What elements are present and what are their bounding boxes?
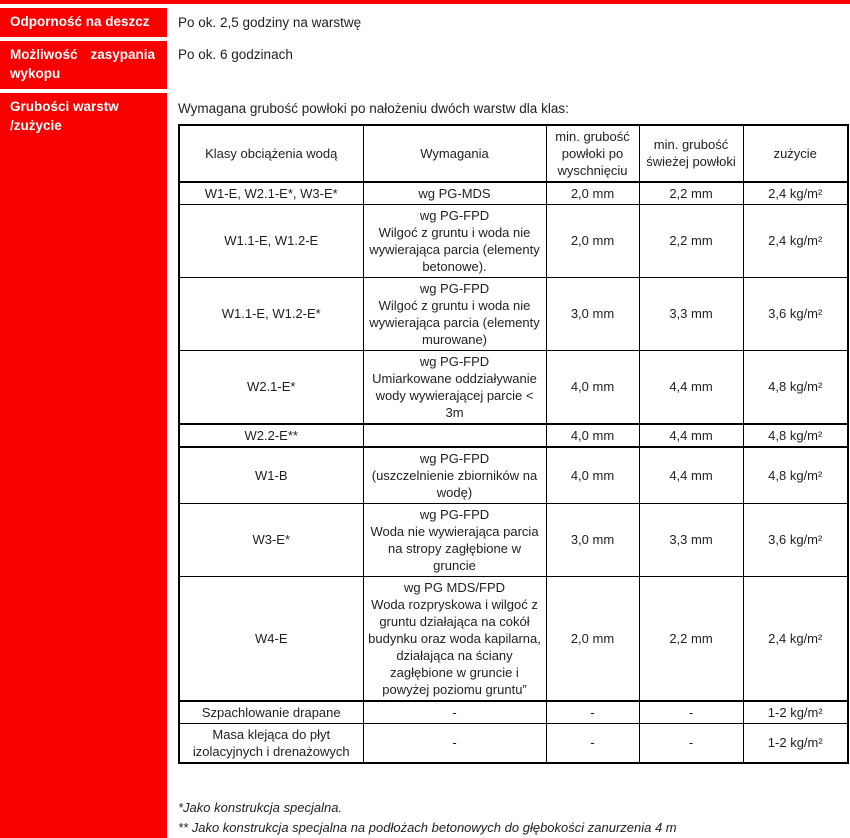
cell-klasa: W2.2-E**	[178, 422, 364, 448]
table-row: W1.1-E, W1.2-E* wg PG-FPD Wilgoć z gruntu…	[178, 276, 849, 351]
table-row: W1-B wg PG-FPD (uszczelnienie zbiorników …	[178, 446, 849, 504]
cell-klasa: Masa klejąca do płyt izolacyjnych i dren…	[178, 722, 364, 764]
cell-dry: 2,0 mm	[545, 181, 640, 205]
cell-zuzycie: 3,6 kg/m²	[742, 276, 849, 351]
cell-fresh: 2,2 mm	[638, 181, 744, 205]
spec-table-body: W1-E, W2.1-E*, W3-E* wg PG-MDS 2,0 mm 2,2 m…	[178, 181, 849, 764]
cell-wymagania: -	[362, 722, 547, 764]
cell-wymagania: wg PG-FPD Wilgoć z gruntu i woda nie wyw…	[362, 276, 547, 351]
top-red-strip	[0, 0, 850, 4]
cell-wymagania: wg PG-FPD Umiarkowane oddziaływanie wody…	[362, 349, 547, 425]
cell-klasa: W1-E, W2.1-E*, W3-E*	[178, 181, 364, 205]
spec-row-label: Grubości warstw /zużycie	[0, 92, 167, 838]
cell-fresh: 3,3 mm	[638, 502, 744, 577]
cell-klasa: W4-E	[178, 575, 364, 702]
cell-dry: 2,0 mm	[545, 203, 640, 278]
cell-zuzycie: 2,4 kg/m²	[742, 181, 849, 205]
table-row: Masa klejąca do płyt izolacyjnych i dren…	[178, 722, 849, 764]
col-header-consumption: zużycie	[742, 124, 849, 183]
cell-fresh: 3,3 mm	[638, 276, 744, 351]
cell-klasa: W2.1-E*	[178, 349, 364, 425]
cell-zuzycie: 4,8 kg/m²	[742, 422, 849, 448]
footnote-2: ** Jako konstrukcja specjalna na podłoża…	[178, 819, 677, 835]
cell-klasa: W3-E*	[178, 502, 364, 577]
cell-zuzycie: 2,4 kg/m²	[742, 203, 849, 278]
cell-fresh: 2,2 mm	[638, 203, 744, 278]
spec-row-layer-thickness: Grubości warstw /zużycie Wymagana gruboś…	[0, 92, 850, 838]
table-row: Szpachlowanie drapane - - -1-2 kg/m²	[178, 699, 849, 724]
cell-zuzycie: 1-2 kg/m²	[742, 722, 849, 764]
cell-dry: -	[545, 722, 640, 764]
cell-zuzycie: 4,8 kg/m²	[742, 349, 849, 425]
table-header: Klasy obciążenia wodą Wymagania min. gru…	[178, 124, 849, 183]
footnotes: *Jako konstrukcja specjalna. ** Jako kon…	[178, 798, 850, 838]
cell-zuzycie: 1-2 kg/m²	[742, 699, 849, 724]
cell-fresh: 4,4 mm	[638, 422, 744, 448]
table-row: W4-E wg PG MDS/FPD Woda rozpryskowa i wil…	[178, 575, 849, 702]
cell-dry: 2,0 mm	[545, 575, 640, 702]
table-row: W3-E* wg PG-FPD Woda nie wywierająca parc…	[178, 502, 849, 577]
cell-fresh: 4,4 mm	[638, 446, 744, 504]
spec-row-value: Po ok. 6 godzinach	[178, 47, 293, 62]
table-header-row: Klasy obciążenia wodą Wymagania min. gru…	[178, 124, 849, 183]
cell-wymagania: wg PG-FPD Wilgoć z gruntu i woda nie wyw…	[362, 203, 547, 278]
table-row: W2.2-E** 4,0 mm 4,4 mm 4,8 kg/m²	[178, 422, 849, 448]
cell-wymagania: wg PG-FPD Woda nie wywierająca parcia na…	[362, 502, 547, 577]
spec-row-label: Możliwość zasypania wykopu	[0, 41, 167, 89]
cell-wymagania: wg PG-MDS	[362, 181, 547, 205]
cell-dry: 4,0 mm	[545, 446, 640, 504]
cell-zuzycie: 4,8 kg/m²	[742, 446, 849, 504]
cell-zuzycie: 2,4 kg/m²	[742, 575, 849, 702]
cell-klasa: W1.1-E, W1.2-E	[178, 203, 364, 278]
cell-fresh: 2,2 mm	[638, 575, 744, 702]
cell-fresh: -	[638, 699, 744, 724]
cell-dry: -	[545, 699, 640, 724]
table-intro-text: Wymagana grubość powłoki po nałożeniu dw…	[178, 100, 569, 116]
cell-zuzycie: 3,6 kg/m²	[742, 502, 849, 577]
cell-dry: 4,0 mm	[545, 349, 640, 425]
spec-row-rain-resistance: Odporność na deszcz Po ok. 2,5 godziny n…	[0, 8, 850, 37]
cell-dry: 4,0 mm	[545, 422, 640, 448]
cell-dry: 3,0 mm	[545, 276, 640, 351]
col-header-fresh-thickness: min. grubość świeżej powłoki	[638, 124, 744, 183]
cell-fresh: -	[638, 722, 744, 764]
cell-klasa: W1-B	[178, 446, 364, 504]
col-header-water-load-class: Klasy obciążenia wodą	[178, 124, 364, 183]
table-row: W2.1-E* wg PG-FPD Umiarkowane oddziaływan…	[178, 349, 849, 425]
col-header-dry-thickness: min. grubość powłoki po wyschnięciu	[545, 124, 640, 183]
cell-wymagania: wg PG MDS/FPD Woda rozpryskowa i wilgoć …	[362, 575, 547, 702]
table-row: W1-E, W2.1-E*, W3-E* wg PG-MDS 2,0 mm 2,2 m…	[178, 181, 849, 205]
cell-klasa: W1.1-E, W1.2-E*	[178, 276, 364, 351]
spec-row-label: Odporność na deszcz	[0, 8, 167, 37]
spec-row-backfill: Możliwość zasypania wykopu Po ok. 6 godz…	[0, 41, 850, 89]
layer-thickness-content: Wymagana grubość powłoki po nałożeniu dw…	[167, 93, 850, 838]
col-header-requirements: Wymagania	[362, 124, 547, 183]
cell-wymagania: wg PG-FPD (uszczelnienie zbiorników na w…	[362, 446, 547, 504]
spec-row-value: Po ok. 2,5 godziny na warstwę	[178, 15, 362, 30]
cell-wymagania: -	[362, 699, 547, 724]
cell-klasa: Szpachlowanie drapane	[178, 699, 364, 724]
cell-dry: 3,0 mm	[545, 502, 640, 577]
cell-fresh: 4,4 mm	[638, 349, 744, 425]
coating-spec-table: Klasy obciążenia wodą Wymagania min. gru…	[178, 123, 849, 764]
cell-wymagania	[362, 422, 547, 448]
table-row: W1.1-E, W1.2-E wg PG-FPD Wilgoć z gruntu …	[178, 203, 849, 278]
footnote-1: *Jako konstrukcja specjalna.	[178, 799, 343, 815]
